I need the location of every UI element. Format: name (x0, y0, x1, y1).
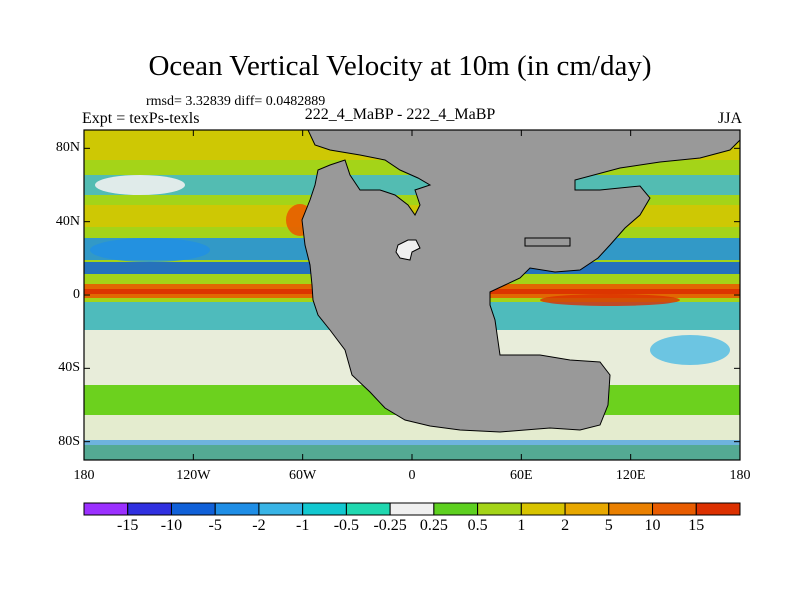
y-tick-label: 80S (58, 433, 80, 449)
x-tick-label: 120E (615, 468, 646, 483)
colorbar-swatch (83, 502, 129, 516)
axis-ticks (83, 130, 741, 460)
colorbar-swatch (214, 502, 260, 516)
colorbar-label: 15 (688, 517, 705, 534)
colorbar-label: 0.25 (419, 517, 448, 534)
land-inland-sea (395, 239, 421, 261)
x-tick-label: 0 (408, 468, 416, 483)
patch-se-blue (650, 335, 730, 365)
field-layer (84, 130, 740, 460)
colorbar-swatch (389, 502, 435, 516)
y-tick-label: 40N (55, 213, 80, 229)
colorbar-label: -10 (160, 517, 183, 534)
x-tick-label: 60W (289, 468, 317, 483)
colorbar-label: 5 (604, 517, 613, 534)
x-tick-label: 180 (729, 468, 751, 483)
band-antarctic (84, 440, 740, 460)
season-label: JJA (717, 110, 742, 127)
y-tick-label: 40S (58, 360, 80, 376)
colorbar-swatch (608, 502, 654, 516)
y-tick-label: 80N (55, 140, 80, 156)
colorbar (83, 502, 741, 516)
colorbar-swatch (477, 502, 522, 516)
patch-north-white (95, 175, 185, 195)
patch-east-orange (540, 294, 680, 306)
colorbar-swatch (520, 502, 566, 516)
colorbar-label: -15 (117, 517, 139, 534)
colorbar-label: -0.5 (333, 517, 360, 534)
colorbar-swatch (345, 502, 391, 516)
plot-title: Ocean Vertical Velocity at 10m (in cm/da… (148, 50, 652, 82)
colorbar-swatch (170, 502, 216, 516)
colorbar-label: 1 (517, 517, 526, 534)
colorbar-swatch (695, 502, 741, 516)
colorbar-label: -2 (252, 517, 266, 534)
colorbar-swatch (433, 502, 479, 516)
experiment-label: Expt = texPs-texls (82, 110, 200, 127)
colorbar-label: -5 (208, 517, 222, 534)
x-tick-label: 60E (510, 468, 533, 483)
land-inland-basin (524, 237, 571, 247)
x-tick-label: 120W (176, 468, 211, 483)
colorbar-label: 0.5 (467, 517, 488, 534)
land-main-continent (301, 130, 740, 433)
colorbar-swatch (258, 502, 304, 516)
colorbar-swatch (652, 502, 697, 516)
colorbar-label: 2 (561, 517, 570, 534)
colorbar-label: -0.25 (373, 517, 407, 534)
colorbar-swatch (564, 502, 610, 516)
y-tick-label: 0 (73, 287, 80, 302)
patch-west-blue (90, 238, 210, 262)
colorbar-label: -1 (295, 517, 310, 534)
colorbar-label: 10 (644, 517, 661, 534)
colorbar-swatch (127, 502, 172, 516)
stats-line: rmsd= 3.32839 diff= 0.0482889 (146, 94, 326, 109)
colorbar-swatch (302, 502, 347, 516)
subtitle: 222_4_MaBP - 222_4_MaBP (304, 106, 496, 123)
x-tick-label: 180 (73, 468, 95, 483)
